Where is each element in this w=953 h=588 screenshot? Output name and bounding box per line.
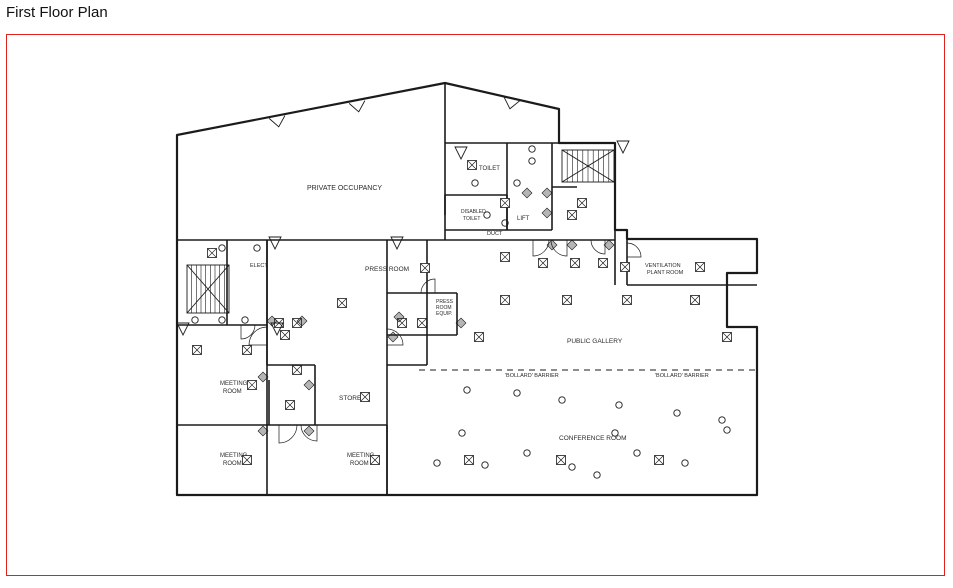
room-label: 'BOLLARD' BARRIER — [505, 373, 559, 379]
room-label: PUBLIC GALLERY — [567, 338, 623, 345]
room-label: ELECT — [250, 263, 268, 269]
room-label: ROOM — [350, 461, 369, 467]
page-title: First Floor Plan — [6, 4, 108, 21]
plan-frame: PRIVATE OCCUPANCYTOILETDISABLEDTOILETDUC… — [6, 34, 945, 576]
room-label: VENTILATION — [645, 263, 681, 269]
room-label: TOILET — [479, 166, 500, 172]
floor-plan-svg: PRIVATE OCCUPANCYTOILETDISABLEDTOILETDUC… — [7, 35, 944, 575]
room-label: DUCT — [487, 231, 503, 237]
room-label: ROOM — [223, 461, 242, 467]
room-label: DISABLED — [461, 209, 486, 215]
room-label: 'BOLLARD' BARRIER — [655, 373, 709, 379]
room-label: MEETING — [220, 381, 248, 387]
room-label: ROOM — [223, 389, 242, 395]
room-label: PRESS ROOM — [365, 266, 409, 273]
room-label: TOILET — [463, 216, 480, 222]
room-label: STORE — [339, 395, 362, 402]
room-label: PLANT ROOM — [647, 270, 684, 276]
room-label: PRIVATE OCCUPANCY — [307, 185, 382, 192]
room-label: LIFT — [517, 216, 530, 222]
room-label: EQUIP. — [436, 311, 452, 317]
